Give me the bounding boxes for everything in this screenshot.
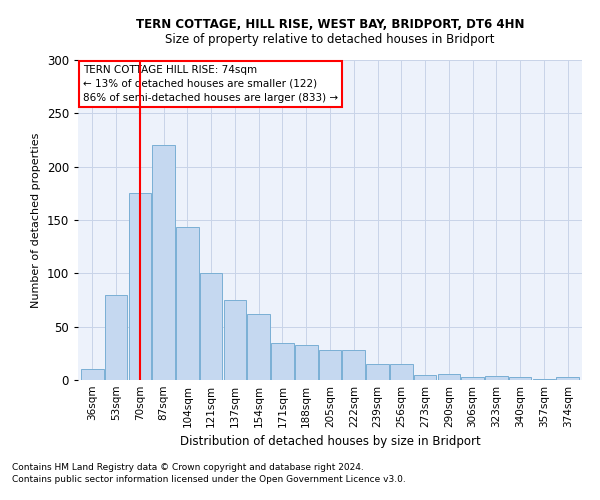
Bar	[437, 374, 460, 380]
Text: Size of property relative to detached houses in Bridport: Size of property relative to detached ho…	[165, 32, 495, 46]
Y-axis label: Number of detached properties: Number of detached properties	[31, 132, 41, 308]
Bar	[366, 364, 389, 380]
Text: TERN COTTAGE, HILL RISE, WEST BAY, BRIDPORT, DT6 4HN: TERN COTTAGE, HILL RISE, WEST BAY, BRIDP…	[136, 18, 524, 30]
Bar	[128, 194, 151, 380]
Bar	[271, 342, 294, 380]
Text: TERN COTTAGE HILL RISE: 74sqm
← 13% of detached houses are smaller (122)
86% of : TERN COTTAGE HILL RISE: 74sqm ← 13% of d…	[83, 65, 338, 103]
Bar	[295, 345, 317, 380]
Bar	[461, 377, 484, 380]
Bar	[152, 146, 175, 380]
Text: Contains HM Land Registry data © Crown copyright and database right 2024.: Contains HM Land Registry data © Crown c…	[12, 464, 364, 472]
Bar	[509, 377, 532, 380]
X-axis label: Distribution of detached houses by size in Bridport: Distribution of detached houses by size …	[179, 436, 481, 448]
Bar	[485, 376, 508, 380]
Bar	[533, 379, 555, 380]
Bar	[414, 374, 436, 380]
Bar	[319, 350, 341, 380]
Bar	[105, 294, 127, 380]
Bar	[343, 350, 365, 380]
Bar	[247, 314, 270, 380]
Bar	[224, 300, 246, 380]
Bar	[556, 377, 579, 380]
Bar	[81, 370, 104, 380]
Bar	[176, 228, 199, 380]
Text: Contains public sector information licensed under the Open Government Licence v3: Contains public sector information licen…	[12, 474, 406, 484]
Bar	[390, 364, 413, 380]
Bar	[200, 274, 223, 380]
